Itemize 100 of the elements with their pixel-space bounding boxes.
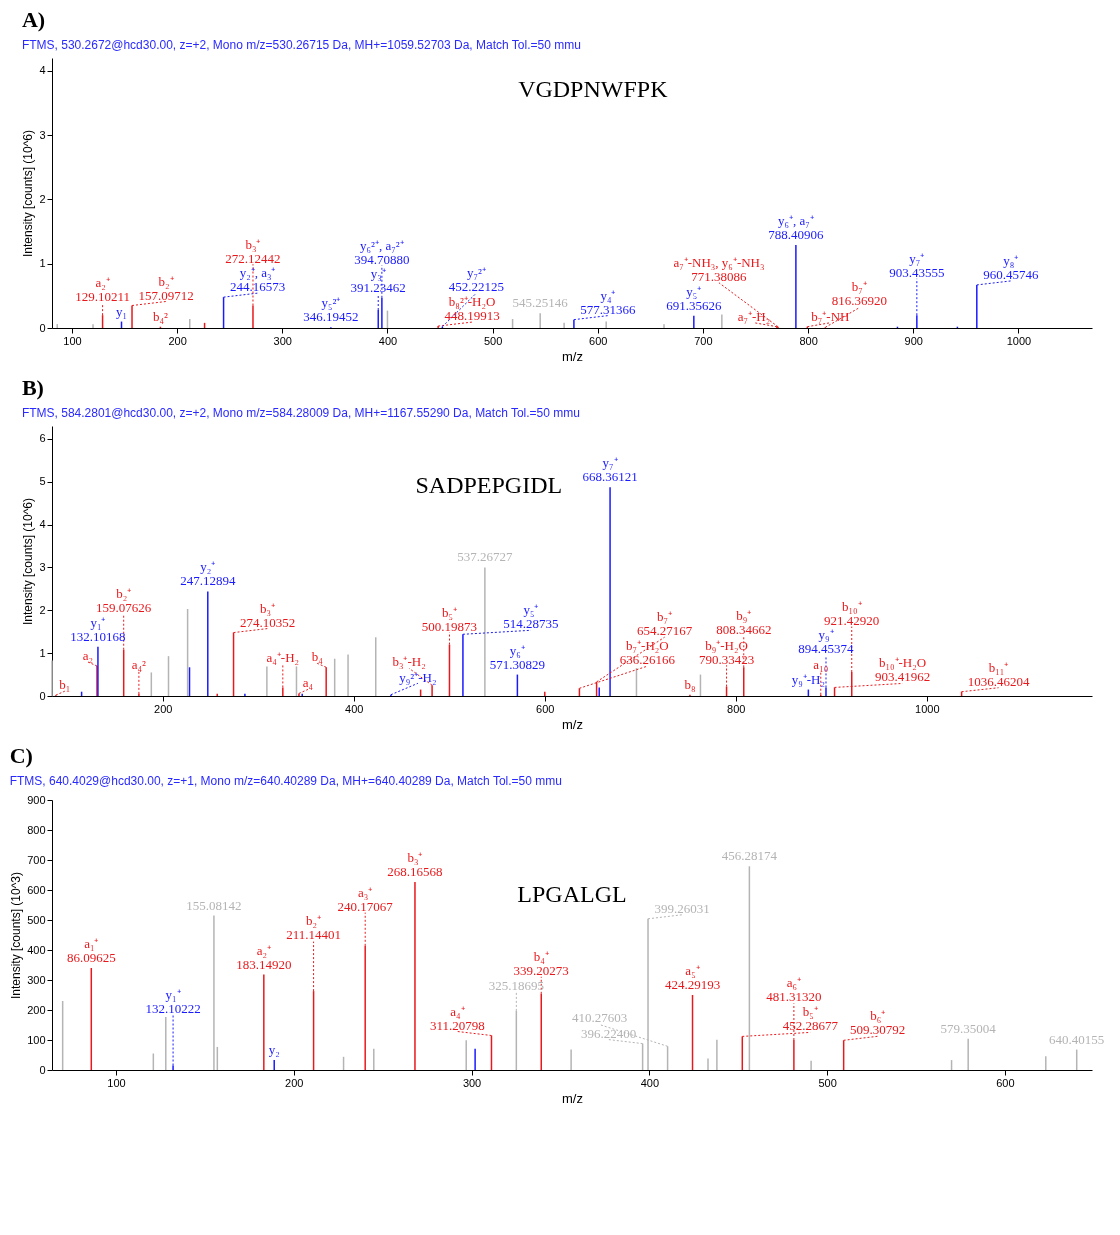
y-tick-label: 6 — [39, 432, 46, 445]
x-tick-label: 800 — [799, 334, 818, 347]
annotation: a₂ — [82, 648, 94, 663]
annotation: a₄ — [302, 675, 314, 691]
y-tick-label: 100 — [27, 1033, 46, 1046]
y-tick-label: 2 — [39, 192, 46, 205]
chart-title: C) — [9, 743, 33, 768]
y-tick-label: 0 — [39, 321, 46, 334]
annotation: y₇⁺ — [909, 251, 925, 267]
y-tick-label: 2 — [39, 603, 46, 616]
y-axis-title: Intensity [counts] (10^3) — [9, 871, 24, 1000]
annotation: 921.42920 — [824, 613, 880, 628]
annotation: 346.19452 — [303, 309, 359, 325]
annotation: b₁₀⁺-H₂O — [878, 655, 927, 671]
x-tick-label: 600 — [996, 1076, 1015, 1089]
annotation: 514.28735 — [503, 616, 559, 632]
annotation: y₆⁺ — [509, 642, 525, 658]
annotation: b₂⁺ — [116, 585, 132, 601]
annotation: 640.40155 — [1049, 1031, 1105, 1047]
x-tick-label: 1000 — [1006, 334, 1032, 347]
annotation: 537.26727 — [457, 549, 513, 565]
annotation: a₁⁺ — [84, 936, 99, 951]
annotation: 509.30792 — [850, 1022, 906, 1038]
x-tick-label: 100 — [107, 1076, 126, 1089]
annotation: y₁⁺ — [165, 986, 181, 1002]
annotation: 903.41962 — [874, 669, 931, 685]
annotation: 410.27603 — [571, 1010, 628, 1026]
annotation: a₆⁺ — [786, 975, 802, 990]
annotation: 396.22400 — [581, 1025, 637, 1041]
x-tick-label: 1000 — [915, 702, 940, 715]
annotation: 391.23462 — [350, 280, 406, 295]
annotation: y₃⁺ — [370, 266, 386, 281]
x-tick-label: 300 — [462, 1076, 482, 1089]
annotation: b₅⁺ — [441, 604, 457, 620]
y-tick-label: 800 — [27, 823, 46, 836]
annotation: 247.12894 — [180, 573, 236, 589]
x-tick-label: 200 — [168, 334, 187, 347]
y-tick-label: 300 — [27, 973, 46, 986]
annotation: b₂⁺ — [158, 273, 174, 289]
annotation: y₉²⁺-H₂ — [399, 669, 437, 685]
annotation: 545.25146 — [512, 295, 569, 311]
annotation: y₈⁺ — [1003, 252, 1019, 268]
x-axis-title: m/z — [562, 348, 583, 364]
x-tick-label: 900 — [904, 334, 923, 347]
annotation: 129.10211 — [75, 289, 130, 305]
annotation: SADPEPGIDL — [415, 472, 563, 498]
annotation: y₆²⁺, a₇²⁺ — [360, 237, 404, 253]
annotation: b₃⁺ — [260, 600, 276, 616]
annotation: a₅⁺ — [685, 963, 700, 978]
y-tick-label: 4 — [39, 64, 46, 77]
annotation: b₈ — [684, 676, 696, 692]
x-tick-label: 600 — [536, 702, 555, 715]
annotation: 808.34662 — [716, 622, 772, 638]
annotation: b₈²⁺-H₂O — [448, 294, 496, 310]
x-tick-label: 200 — [154, 702, 173, 715]
annotation: a₄⁺-H₂ — [266, 650, 300, 666]
annotation: y₄⁺ — [600, 287, 616, 303]
annotation: y₂⁺ — [200, 559, 216, 575]
annotation: y₇²⁺ — [466, 264, 486, 280]
annotation: b₁₀⁺ — [841, 599, 862, 614]
annotation: b₁ — [59, 677, 71, 693]
y-tick-label: 500 — [27, 913, 46, 926]
annotation: b₂⁺ — [306, 913, 322, 929]
annotation: 448.19913 — [444, 308, 500, 324]
annotation: a₂⁺ — [256, 942, 271, 958]
annotation: b₃⁺ — [245, 236, 261, 252]
annotation: b₄² — [152, 308, 168, 324]
annotation: b₁₁⁺ — [988, 659, 1009, 675]
x-tick-label: 800 — [727, 702, 746, 715]
chart-title: B) — [21, 375, 44, 400]
x-tick-label: 400 — [378, 334, 398, 347]
annotation: 399.26031 — [654, 900, 710, 916]
x-tick-label: 500 — [818, 1076, 837, 1089]
annotation: y₂⁺, a₃⁺ — [239, 265, 276, 281]
annotation: y₁⁺ — [90, 614, 106, 630]
annotation: b₆⁺ — [870, 1008, 886, 1024]
annotation: 788.40906 — [768, 227, 825, 243]
annotation: 668.36121 — [582, 469, 638, 485]
annotation: b₅⁺ — [802, 1004, 818, 1020]
annotation: a₇⁺-NH₃, y₆⁺-NH₃ — [673, 254, 765, 270]
x-tick-label: 400 — [640, 1076, 660, 1089]
annotation: a₇⁺-H₂ — [737, 308, 771, 324]
y-tick-label: 0 — [39, 1063, 46, 1076]
annotation: y₉⁺-H₂ — [791, 671, 826, 687]
annotation: 579.35004 — [940, 1020, 997, 1036]
annotation: b₇⁺ — [851, 279, 867, 295]
y-tick-label: 1 — [39, 257, 46, 270]
annotation: 456.28174 — [721, 848, 778, 864]
x-axis-title: m/z — [562, 716, 583, 732]
annotation: 636.26166 — [619, 652, 676, 668]
annotation: 157.09712 — [138, 287, 194, 303]
chart-subtitle: FTMS, 530.2672@hcd30.00, z=+2, Mono m/z=530.26715 Da, MH+=1059.52703 Da, Match Tol.=50 mmu — [21, 38, 581, 52]
x-tick-label: 700 — [694, 334, 713, 347]
annotation: 903.43555 — [889, 265, 945, 281]
annotation: b₇⁺ — [657, 608, 673, 624]
annotation: b₇⁺-NH — [811, 308, 850, 324]
annotation: y₅⁺ — [523, 602, 539, 618]
annotation: VGDPNWFPK — [518, 76, 669, 102]
annotation: b₄⁺ — [533, 948, 549, 964]
y-tick-label: 600 — [27, 883, 46, 896]
